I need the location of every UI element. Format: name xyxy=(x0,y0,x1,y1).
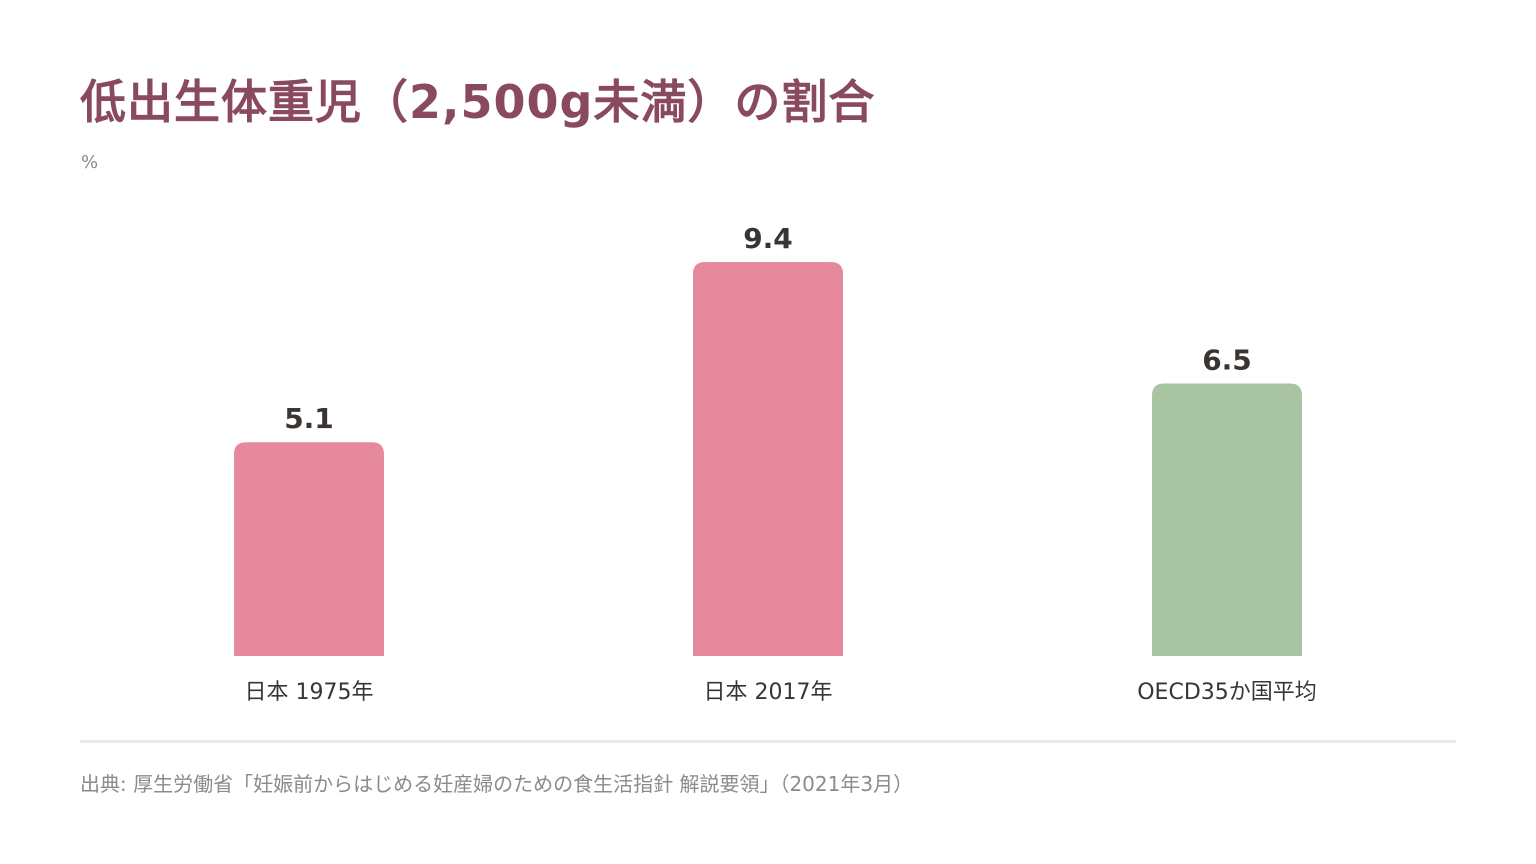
bar-2 xyxy=(693,262,843,656)
value-label-3: 6.5 xyxy=(1202,344,1252,377)
bar-chart: 5.1 日本 1975年 9.4 日本 2017年 6.5 OECD35か国平均 xyxy=(234,222,1317,705)
category-label-2: 日本 2017年 xyxy=(704,680,833,705)
value-label-1: 5.1 xyxy=(284,402,334,435)
y-axis-unit-label: % xyxy=(81,152,99,173)
category-label-3: OECD35か国平均 xyxy=(1137,680,1317,705)
source-note: 出典: 厚生労働省「妊娠前からはじめる妊産婦のための食生活指針 解説要領」（20… xyxy=(80,772,914,796)
bar-3 xyxy=(1152,383,1302,656)
value-label-2: 9.4 xyxy=(743,222,793,255)
bar-1 xyxy=(234,442,384,656)
divider xyxy=(80,740,1456,743)
chart-title: 低出生体重児（2,500g未満）の割合 xyxy=(80,75,876,129)
category-label-1: 日本 1975年 xyxy=(245,680,374,705)
